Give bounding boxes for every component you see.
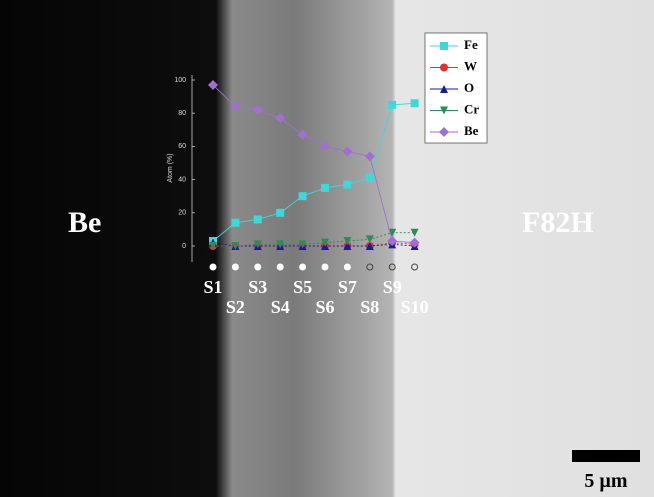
data-point	[366, 174, 374, 182]
y-tick-label: 40	[178, 176, 186, 183]
legend-marker	[440, 42, 448, 50]
data-point	[299, 192, 307, 200]
y-tick-label: 20	[178, 210, 186, 217]
legend-label: Be	[464, 123, 479, 138]
x-tick-label: S10	[401, 297, 429, 317]
position-dot	[255, 264, 261, 270]
scale-label: 5 µm	[584, 470, 628, 492]
x-tick-label: S3	[248, 277, 267, 297]
annotation: F82H	[522, 206, 594, 239]
x-tick-label: S4	[271, 297, 290, 317]
data-point	[343, 181, 351, 189]
position-dot	[232, 264, 238, 270]
scale-bar	[572, 450, 640, 462]
position-dot	[210, 264, 216, 270]
data-point	[388, 101, 396, 109]
y-tick-label: 100	[174, 77, 186, 84]
y-axis-label: Atom (%)	[167, 153, 174, 182]
x-tick-label: S1	[203, 277, 222, 297]
legend-marker	[440, 64, 448, 72]
data-point	[411, 99, 419, 107]
annotation: Be	[68, 206, 101, 239]
position-dot	[322, 264, 328, 270]
x-tick-label: S8	[360, 297, 379, 317]
legend-label: O	[464, 80, 474, 95]
y-tick-label: 0	[182, 243, 186, 250]
x-tick-label: S2	[226, 297, 245, 317]
position-dot	[277, 264, 283, 270]
data-point	[276, 209, 284, 217]
x-tick-label: S5	[293, 277, 312, 297]
data-point	[254, 215, 262, 223]
data-point	[321, 184, 329, 192]
x-tick-label: S6	[315, 297, 334, 317]
chart: Atom (%) Be F82H 5 µm 0 20 40 60 80 100 S1S2S3…	[0, 0, 654, 497]
position-dot	[300, 264, 306, 270]
data-point	[231, 219, 239, 227]
x-tick-label: S9	[383, 277, 402, 297]
legend-label: W	[464, 58, 477, 73]
legend-label: Fe	[464, 37, 478, 52]
x-tick-label: S7	[338, 277, 357, 297]
y-tick-label: 60	[178, 143, 186, 150]
y-tick-label: 80	[178, 110, 186, 117]
legend-label: Cr	[464, 101, 479, 116]
position-dot	[344, 264, 350, 270]
